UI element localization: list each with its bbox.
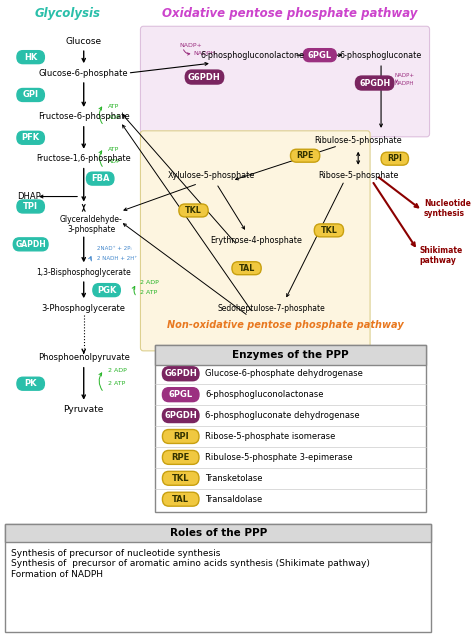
Text: 2NAD⁺ + 2Pᵢ: 2NAD⁺ + 2Pᵢ bbox=[97, 247, 131, 252]
FancyBboxPatch shape bbox=[86, 172, 114, 185]
Text: RPE: RPE bbox=[172, 453, 190, 462]
FancyBboxPatch shape bbox=[163, 429, 199, 443]
Text: ADP: ADP bbox=[108, 159, 120, 164]
FancyBboxPatch shape bbox=[5, 524, 431, 632]
Text: Erythrose-4-phosphate: Erythrose-4-phosphate bbox=[210, 236, 301, 245]
FancyBboxPatch shape bbox=[163, 492, 199, 506]
Text: Roles of the PPP: Roles of the PPP bbox=[170, 528, 267, 538]
Text: Fructose-1,6-phosphate: Fructose-1,6-phosphate bbox=[36, 154, 131, 163]
Text: 6PGDH: 6PGDH bbox=[359, 78, 390, 87]
FancyBboxPatch shape bbox=[381, 152, 409, 165]
Text: TAL: TAL bbox=[238, 264, 255, 273]
Text: 6PGDH: 6PGDH bbox=[164, 411, 197, 420]
FancyBboxPatch shape bbox=[185, 70, 224, 84]
Text: ATP: ATP bbox=[108, 104, 119, 109]
Text: 2 NADH + 2H⁺: 2 NADH + 2H⁺ bbox=[97, 256, 137, 261]
Text: TAL: TAL bbox=[172, 495, 189, 504]
Text: Non-oxidative pentose phosphate pathway: Non-oxidative pentose phosphate pathway bbox=[167, 320, 403, 330]
Text: 6PGL: 6PGL bbox=[308, 51, 332, 60]
Text: 2 ATP: 2 ATP bbox=[140, 290, 158, 295]
Text: TPI: TPI bbox=[23, 202, 38, 211]
FancyBboxPatch shape bbox=[13, 238, 48, 251]
Text: Glycolysis: Glycolysis bbox=[34, 7, 100, 20]
Text: Glucose-6-phosphate: Glucose-6-phosphate bbox=[39, 69, 128, 78]
FancyBboxPatch shape bbox=[155, 345, 426, 512]
Text: Synthesis of precursor of nucleotide synthesis
Synthesis of  precursor of aromat: Synthesis of precursor of nucleotide syn… bbox=[10, 549, 369, 579]
Text: G6PDH: G6PDH bbox=[188, 73, 221, 82]
Text: NADP+: NADP+ bbox=[180, 43, 202, 48]
Text: Xylulose-5-phosphate: Xylulose-5-phosphate bbox=[168, 171, 255, 180]
Text: HK: HK bbox=[24, 53, 37, 62]
Text: 6-phosphogluconolactonase: 6-phosphogluconolactonase bbox=[205, 390, 324, 399]
FancyBboxPatch shape bbox=[356, 76, 394, 90]
Text: TKL: TKL bbox=[320, 226, 337, 235]
Text: Pyruvate: Pyruvate bbox=[64, 405, 104, 414]
Text: Ribose-5-phosphate: Ribose-5-phosphate bbox=[318, 171, 398, 180]
Text: 2 ADP: 2 ADP bbox=[140, 280, 159, 285]
Text: Ribulose-5-phosphate 3-epimerase: Ribulose-5-phosphate 3-epimerase bbox=[205, 453, 353, 462]
FancyBboxPatch shape bbox=[93, 283, 120, 297]
Text: TKL: TKL bbox=[185, 206, 202, 215]
Text: Shikimate
pathway: Shikimate pathway bbox=[419, 246, 463, 265]
Text: NADP+: NADP+ bbox=[395, 73, 415, 78]
Text: Enzymes of the PPP: Enzymes of the PPP bbox=[232, 350, 349, 360]
Text: G6PDH: G6PDH bbox=[164, 369, 197, 378]
Text: Nucleotide
synthesis: Nucleotide synthesis bbox=[424, 199, 471, 218]
Text: 6-phosphogluconolactone: 6-phosphogluconolactone bbox=[201, 51, 305, 60]
Text: RPI: RPI bbox=[173, 432, 189, 441]
FancyBboxPatch shape bbox=[291, 149, 320, 162]
FancyBboxPatch shape bbox=[163, 408, 199, 422]
Text: PGK: PGK bbox=[97, 285, 116, 295]
Text: GPI: GPI bbox=[23, 90, 39, 99]
Text: 3-Phosphoglycerate: 3-Phosphoglycerate bbox=[42, 304, 126, 313]
Text: RPE: RPE bbox=[296, 151, 314, 161]
Text: Ribulose-5-phosphate: Ribulose-5-phosphate bbox=[314, 136, 402, 145]
Text: 2 ATP: 2 ATP bbox=[108, 381, 125, 386]
FancyBboxPatch shape bbox=[17, 131, 45, 144]
Text: Phosphoenolpyruvate: Phosphoenolpyruvate bbox=[38, 354, 130, 362]
Text: ADP: ADP bbox=[108, 115, 120, 120]
FancyBboxPatch shape bbox=[140, 131, 370, 351]
Text: Transaldolase: Transaldolase bbox=[205, 495, 263, 504]
FancyBboxPatch shape bbox=[163, 367, 199, 381]
FancyBboxPatch shape bbox=[5, 524, 431, 542]
FancyBboxPatch shape bbox=[163, 450, 199, 464]
Text: Fructose-6-phosphate: Fructose-6-phosphate bbox=[38, 112, 129, 122]
FancyBboxPatch shape bbox=[163, 388, 199, 402]
FancyBboxPatch shape bbox=[140, 26, 429, 137]
Text: Sedoheptulose-7-phosphate: Sedoheptulose-7-phosphate bbox=[218, 304, 325, 313]
Text: 6-phosphogluconate: 6-phosphogluconate bbox=[340, 51, 422, 60]
FancyBboxPatch shape bbox=[17, 51, 45, 64]
Text: RPI: RPI bbox=[387, 154, 402, 163]
Text: Glucose-6-phosphate dehydrogenase: Glucose-6-phosphate dehydrogenase bbox=[205, 369, 363, 378]
FancyBboxPatch shape bbox=[17, 377, 45, 390]
Text: ATP: ATP bbox=[108, 147, 119, 152]
Text: 2 ADP: 2 ADP bbox=[108, 368, 126, 373]
Text: Transketolase: Transketolase bbox=[205, 474, 263, 483]
Text: 6-phosphogluconate dehydrogenase: 6-phosphogluconate dehydrogenase bbox=[205, 411, 360, 420]
FancyBboxPatch shape bbox=[232, 262, 261, 275]
Text: NADPH: NADPH bbox=[193, 51, 216, 56]
Text: TKL: TKL bbox=[172, 474, 190, 483]
FancyBboxPatch shape bbox=[314, 224, 344, 237]
FancyBboxPatch shape bbox=[163, 471, 199, 485]
Text: Glyceraldehyde-
3-phosphate: Glyceraldehyde- 3-phosphate bbox=[60, 215, 122, 234]
Text: Ribose-5-phosphate isomerase: Ribose-5-phosphate isomerase bbox=[205, 432, 336, 441]
Text: 6PGL: 6PGL bbox=[169, 390, 193, 399]
FancyBboxPatch shape bbox=[17, 200, 45, 213]
Text: 1,3-Bisphosphoglycerate: 1,3-Bisphosphoglycerate bbox=[36, 268, 131, 276]
Text: Oxidative pentose phosphate pathway: Oxidative pentose phosphate pathway bbox=[162, 7, 417, 20]
Text: PFK: PFK bbox=[22, 133, 40, 142]
Text: PK: PK bbox=[25, 379, 37, 388]
Text: DHAP: DHAP bbox=[17, 192, 41, 201]
FancyBboxPatch shape bbox=[155, 345, 426, 365]
Text: Glucose: Glucose bbox=[66, 37, 102, 46]
FancyBboxPatch shape bbox=[303, 48, 336, 62]
Text: GAPDH: GAPDH bbox=[15, 240, 46, 249]
FancyBboxPatch shape bbox=[179, 204, 208, 217]
Text: NADPH: NADPH bbox=[395, 81, 414, 86]
FancyBboxPatch shape bbox=[17, 89, 45, 101]
Text: FBA: FBA bbox=[91, 174, 109, 183]
